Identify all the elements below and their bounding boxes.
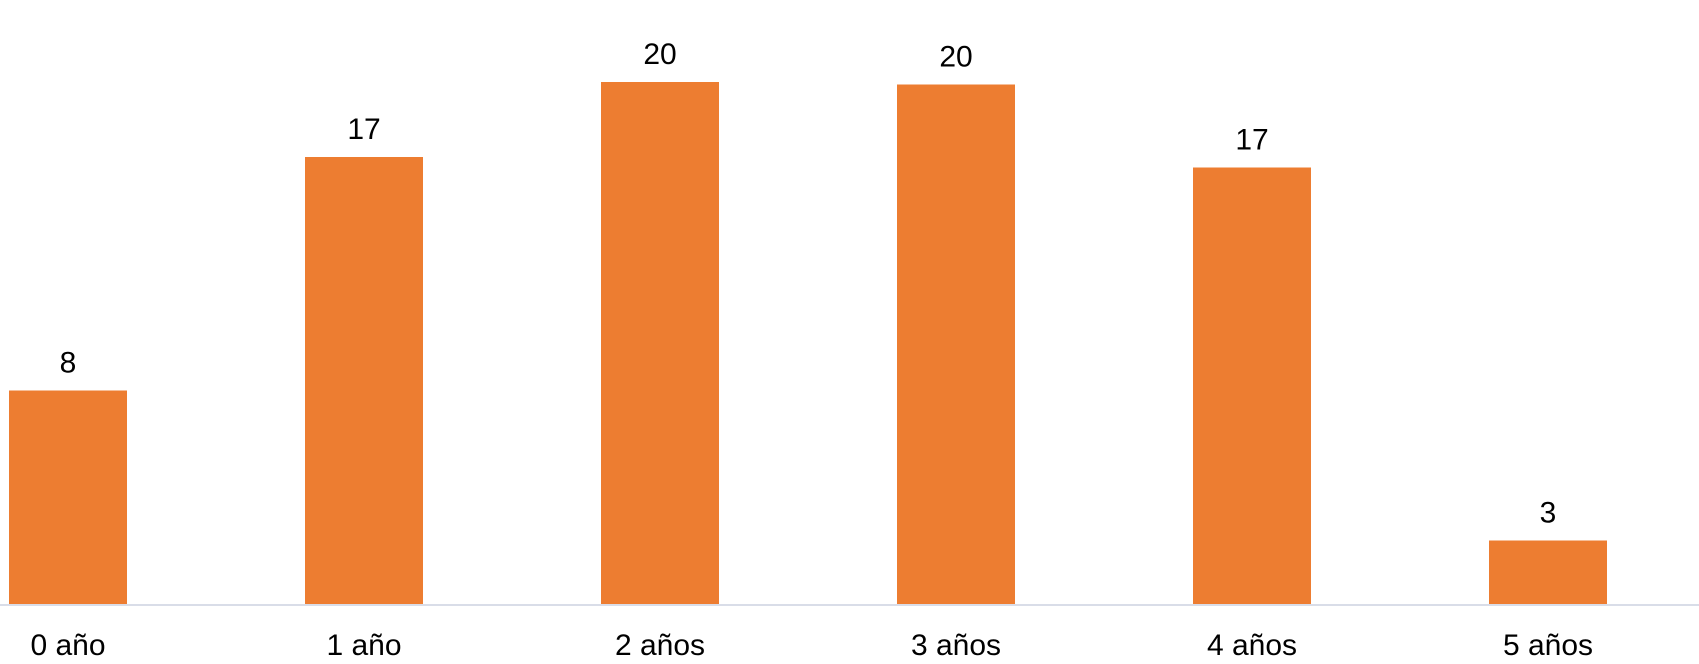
data-label-0: 8 [60,346,77,379]
bar-3 [897,84,1015,605]
bar-2 [601,81,719,605]
data-label-3: 20 [939,41,972,74]
data-label-5: 3 [1540,497,1557,530]
bar-0 [9,390,127,605]
x-tick-label-2: 2 años [615,629,705,662]
x-tick-label-4: 4 años [1207,629,1297,662]
bar-1 [305,156,423,605]
data-label-4: 17 [1235,124,1268,157]
x-tick-label-0: 0 año [30,629,105,662]
data-label-2: 20 [643,38,676,71]
bars [9,81,1607,605]
bar-4 [1193,167,1311,605]
x-tick-label-5: 5 años [1503,629,1593,662]
bar-5 [1489,540,1607,605]
x-tick-label-1: 1 año [326,629,401,662]
x-tick-labels: 0 año 1 año 2 años 3 años 4 años 5 años [30,629,1593,662]
x-tick-label-3: 3 años [911,629,1001,662]
data-labels: 8 17 20 20 17 3 [60,38,1557,530]
data-label-1: 17 [347,113,380,146]
